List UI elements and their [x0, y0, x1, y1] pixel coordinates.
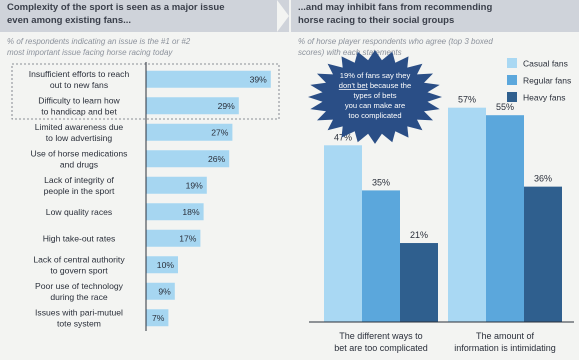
value-label: 29% — [218, 101, 236, 111]
bar — [400, 243, 438, 322]
category-label: Lack of integrity of people in the sport — [44, 175, 115, 196]
bar — [146, 97, 239, 115]
category-label: Difficulty to learn how to handicap and b… — [38, 95, 120, 116]
bar — [146, 70, 271, 88]
left-panel: Complexity of the sport is seen as a maj… — [0, 0, 289, 360]
bar — [146, 229, 201, 247]
category-label: The amount of information is intimidating — [454, 331, 556, 353]
legend-label: Casual fans — [523, 59, 568, 69]
left-header: Complexity of the sport is seen as a maj… — [0, 0, 289, 32]
bar — [146, 176, 207, 194]
category-label: Issues with pari-mutuel tote system — [35, 307, 123, 328]
left-title: Complexity of the sport is seen as a maj… — [7, 2, 225, 26]
value-label: 19% — [186, 180, 204, 190]
bar — [362, 190, 400, 322]
value-label: 47% — [334, 132, 352, 142]
fans-grouped-bar-chart: 47% 35% 21% The different ways to bet are to… — [308, 50, 574, 353]
bar — [146, 203, 204, 221]
value-label: 18% — [182, 207, 200, 217]
bar — [486, 115, 524, 322]
value-label: 7% — [152, 313, 165, 323]
category-label: Low quality races — [46, 207, 112, 217]
category-label: The different ways to bet are too complic… — [334, 331, 428, 353]
bar — [146, 282, 175, 300]
category-label: Poor use of technology during the race — [35, 281, 124, 302]
value-label: 26% — [208, 154, 226, 164]
category-label: High take-out rates — [43, 233, 116, 243]
value-label: 27% — [211, 127, 229, 137]
legend-swatch — [507, 75, 517, 85]
category-label: Limited awareness due to low advertising — [35, 122, 124, 143]
bar — [324, 145, 362, 322]
bar — [146, 309, 169, 327]
legend-swatch — [507, 92, 517, 102]
bar — [524, 186, 562, 322]
value-label: 57% — [458, 95, 476, 105]
legend-label: Heavy fans — [523, 93, 566, 103]
value-label: 35% — [372, 177, 390, 187]
value-label: 55% — [496, 102, 514, 112]
bar — [146, 150, 230, 168]
legend-swatch — [507, 58, 517, 68]
bar — [146, 123, 233, 141]
value-label: 10% — [157, 260, 175, 270]
callout-text: 19% of fans say they don't bet because th… — [339, 71, 411, 120]
category-label: Insufficient efforts to reach out to new … — [29, 69, 130, 90]
category-label: Use of horse medications and drugs — [31, 148, 128, 169]
issues-bar-chart: Insufficient efforts to reach out to new … — [11, 62, 280, 331]
value-label: 39% — [250, 74, 268, 84]
right-header: ...and may inhibit fans from recommendin… — [291, 0, 579, 32]
header-arrow — [277, 0, 289, 32]
value-label: 21% — [410, 230, 428, 240]
bar — [146, 256, 178, 274]
callout-burst — [308, 50, 442, 144]
value-label: 9% — [158, 286, 171, 296]
value-label: 17% — [179, 233, 197, 243]
value-label: 36% — [534, 174, 552, 184]
left-subtitle: % of respondents indicating an issue is … — [7, 37, 191, 57]
right-panel: ...and may inhibit fans from recommendin… — [291, 0, 579, 360]
category-label: Lack of central authority to govern sport — [33, 254, 125, 275]
right-subtitle: % of horse player respondents who agree … — [298, 37, 493, 57]
right-title: ...and may inhibit fans from recommendin… — [298, 2, 493, 26]
legend-label: Regular fans — [523, 76, 571, 86]
bar — [448, 107, 486, 323]
